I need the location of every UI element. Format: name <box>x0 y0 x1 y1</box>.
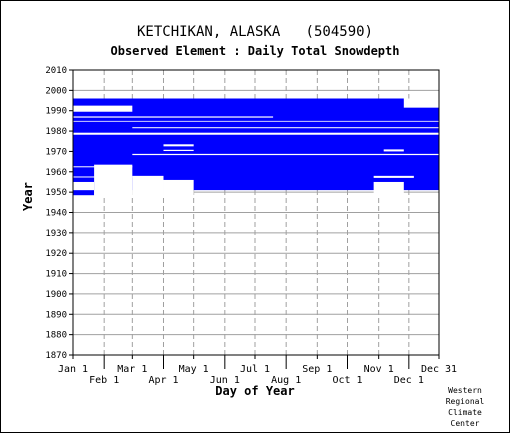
x-tick-label: May 1 <box>179 364 209 375</box>
y-tick-label: 1950 <box>45 188 67 198</box>
observed-block <box>73 190 95 196</box>
y-tick-label: 1870 <box>45 351 67 361</box>
y-tick-label: 1980 <box>45 127 67 137</box>
y-tick-label: 1940 <box>45 209 67 219</box>
missing-block <box>132 153 440 156</box>
missing-block <box>73 176 133 178</box>
y-tick-label: 1880 <box>45 331 67 341</box>
credit-block: Western Regional Climate Center <box>435 385 495 429</box>
y-tick-label: 1930 <box>45 229 67 239</box>
x-tick-label: Jun 1 <box>210 375 240 386</box>
x-tick-label: Nov 1 <box>364 364 394 375</box>
y-tick-label: 1910 <box>45 270 67 280</box>
credit-line: Center <box>450 419 480 428</box>
y-tick-label: 1900 <box>45 290 67 300</box>
chart-title: KETCHIKAN, ALASKA (504590) <box>136 24 373 40</box>
credit-line: Climate <box>448 408 482 417</box>
missing-block <box>403 98 439 108</box>
y-tick-label: 1990 <box>45 107 67 117</box>
x-tick-label: Jan 1 <box>58 364 88 375</box>
y-tick-label: 2010 <box>45 66 67 76</box>
y-tick-label: 1890 <box>45 310 67 320</box>
missing-block <box>73 166 133 168</box>
missing-block <box>373 175 414 178</box>
missing-block <box>163 149 194 152</box>
y-tick-label: 1960 <box>45 168 67 178</box>
missing-block <box>383 149 404 152</box>
x-tick-label: Mar 1 <box>117 364 147 375</box>
missing-block <box>373 181 404 196</box>
y-tick-label: 1920 <box>45 249 67 259</box>
x-tick-label: Aug 1 <box>271 375 301 386</box>
y-tick-label: 2000 <box>45 86 67 96</box>
y-tick-label: 1970 <box>45 147 67 157</box>
missing-block <box>163 144 194 147</box>
missing-block <box>73 120 439 122</box>
missing-block <box>132 175 164 196</box>
missing-block <box>94 164 133 196</box>
x-tick-label: Dec 31 <box>421 364 457 375</box>
credit-line: Regional <box>445 397 485 406</box>
missing-block <box>73 132 439 135</box>
credit-line: Western <box>448 386 482 395</box>
x-tick-label: Jul 1 <box>240 364 270 375</box>
plot-border <box>72 69 440 356</box>
x-tick-label: Apr 1 <box>148 375 178 386</box>
x-axis-label: Day of Year <box>215 384 295 398</box>
x-tick-label: Sep 1 <box>302 364 332 375</box>
missing-block <box>163 179 194 196</box>
missing-block <box>73 116 274 118</box>
chart-subtitle: Observed Element : Daily Total Snowdepth <box>110 44 400 58</box>
x-tick-label: Oct 1 <box>332 375 362 386</box>
missing-block <box>73 181 95 191</box>
x-tick-label: Feb 1 <box>89 375 119 386</box>
x-tick-label: Dec 1 <box>394 375 424 386</box>
missing-block <box>73 105 133 112</box>
missing-block <box>132 127 440 129</box>
observed-block <box>73 98 439 191</box>
